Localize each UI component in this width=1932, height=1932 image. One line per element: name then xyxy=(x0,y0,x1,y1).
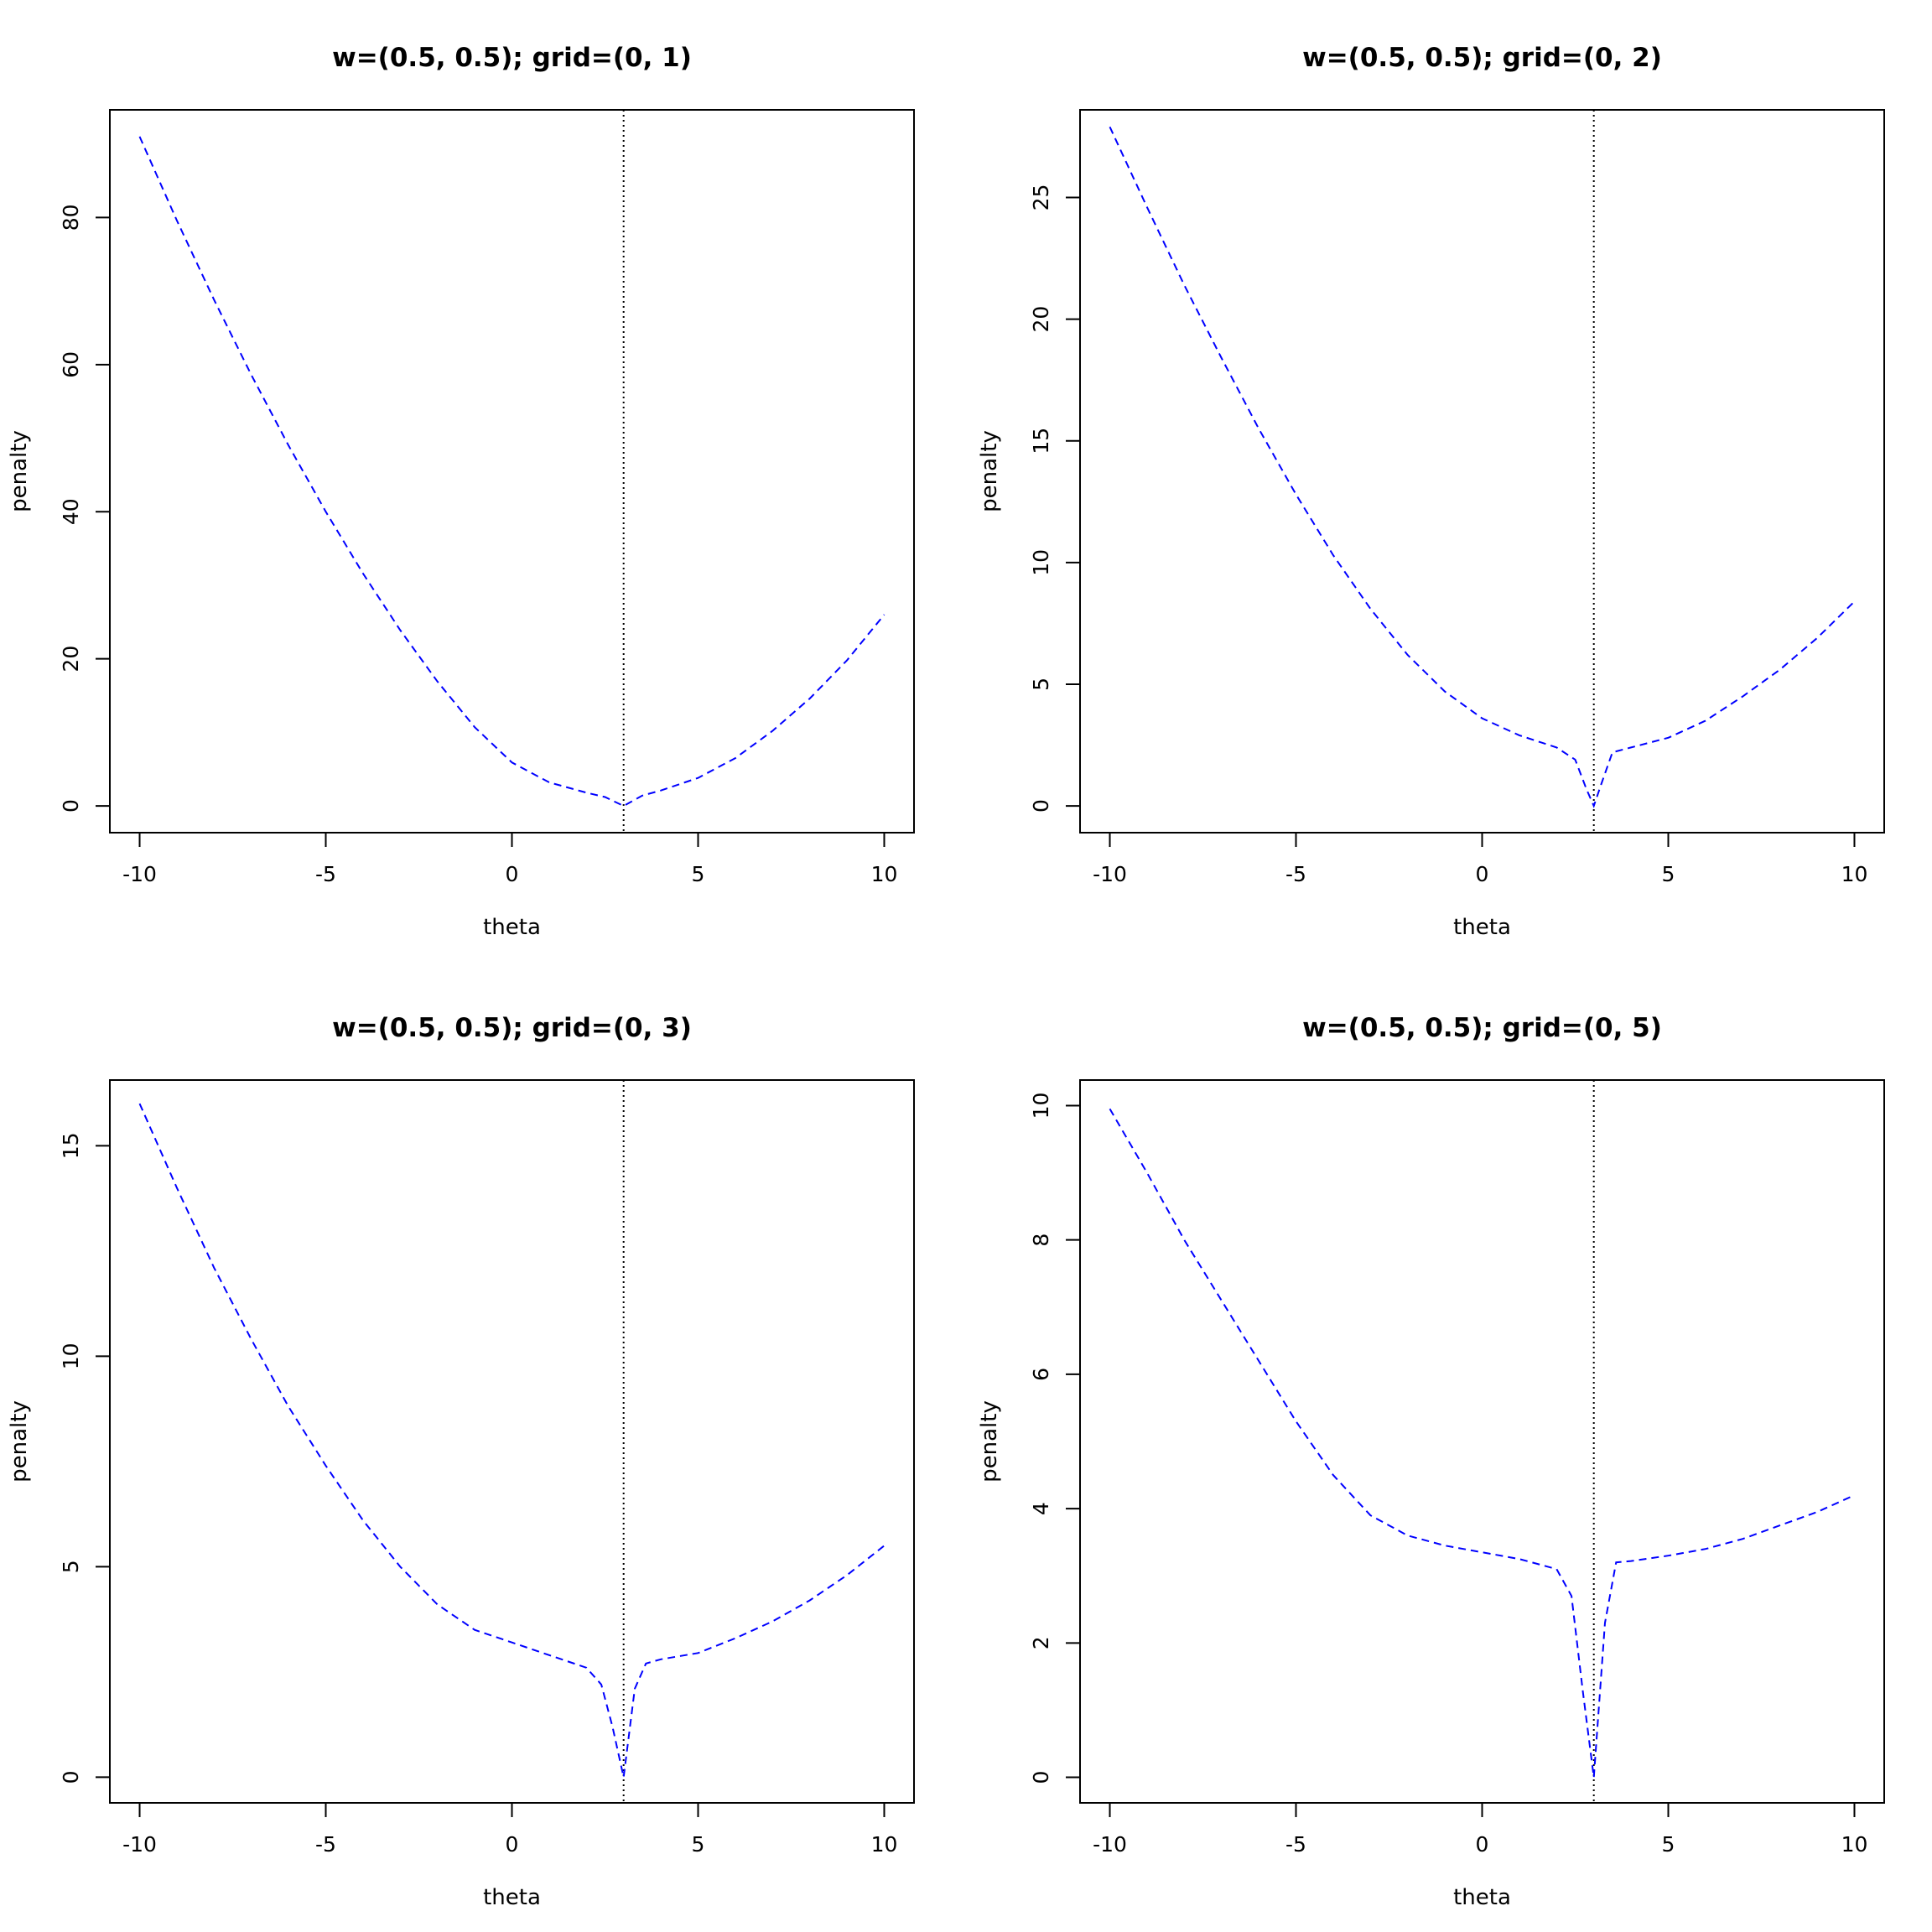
x-tick-label: 10 xyxy=(1841,862,1868,886)
y-tick-label: 20 xyxy=(59,646,83,673)
x-tick-label: -5 xyxy=(315,1832,336,1857)
x-tick-label: 0 xyxy=(506,862,519,886)
x-tick-label: 0 xyxy=(506,1832,519,1857)
x-axis-label: theta xyxy=(483,915,541,940)
y-tick-label: 5 xyxy=(59,1560,83,1573)
x-axis-label: theta xyxy=(1453,1885,1511,1910)
x-axis-label: theta xyxy=(1453,915,1511,940)
x-tick-label: 10 xyxy=(871,862,898,886)
y-axis-label: penalty xyxy=(7,430,32,512)
y-tick-label: 40 xyxy=(59,498,83,525)
panel-4: w=(0.5, 0.5); grid=(0, 5) -10 -5 0 5 10 theta 0… xyxy=(977,1013,1885,1910)
y-tick-label: 10 xyxy=(1029,1093,1053,1119)
x-tick-label: 5 xyxy=(692,862,705,886)
panel-1: w=(0.5, 0.5); grid=(0, 1) -10 -5 0 5 10 theta 0… xyxy=(7,43,915,940)
x-tick-label: -10 xyxy=(1093,862,1127,886)
x-axis-label: theta xyxy=(483,1885,541,1910)
y-axis-label: penalty xyxy=(7,1400,32,1483)
y-tick-label: 2 xyxy=(1029,1636,1053,1649)
x-tick-label: 0 xyxy=(1476,1832,1489,1857)
y-tick-label: 10 xyxy=(59,1343,83,1369)
plot-frame xyxy=(109,109,915,834)
plot-frame xyxy=(109,1079,915,1804)
series-line xyxy=(138,136,886,808)
y-tick-label: 5 xyxy=(1029,678,1053,691)
y-axis-label: penalty xyxy=(977,1400,1002,1483)
panel-3: w=(0.5, 0.5); grid=(0, 3) -10 -5 0 5 10 theta 0… xyxy=(7,1013,915,1910)
x-tick-label: 5 xyxy=(1662,1832,1675,1857)
x-tick-label: 10 xyxy=(1841,1832,1868,1857)
series-line xyxy=(1109,1108,1855,1778)
chart-title: w=(0.5, 0.5); grid=(0, 5) xyxy=(1302,1013,1662,1043)
y-tick-label: 80 xyxy=(59,204,83,231)
x-tick-label: 0 xyxy=(1476,862,1489,886)
y-tick-label: 20 xyxy=(1029,306,1053,333)
chart-title: w=(0.5, 0.5); grid=(0, 1) xyxy=(332,43,692,73)
x-tick-label: -5 xyxy=(1285,1832,1306,1857)
chart-title: w=(0.5, 0.5); grid=(0, 3) xyxy=(332,1013,692,1043)
y-tick-label: 25 xyxy=(1029,184,1053,211)
y-tick-label: 15 xyxy=(1029,428,1053,454)
series-line xyxy=(1109,126,1856,808)
y-tick-label: 0 xyxy=(1029,1771,1053,1784)
y-tick-label: 6 xyxy=(1029,1368,1053,1381)
x-tick-label: 10 xyxy=(871,1832,898,1857)
y-axis-label: penalty xyxy=(977,430,1002,512)
x-tick-label: 5 xyxy=(692,1832,705,1857)
x-tick-label: -5 xyxy=(1285,862,1306,886)
x-tick-label: -10 xyxy=(1093,1832,1127,1857)
y-tick-label: 0 xyxy=(1029,799,1053,813)
y-tick-label: 8 xyxy=(1029,1233,1053,1247)
plot-frame xyxy=(1079,109,1885,834)
y-tick-label: 15 xyxy=(59,1132,83,1159)
series-line xyxy=(138,1103,886,1778)
chart-title: w=(0.5, 0.5); grid=(0, 2) xyxy=(1302,43,1662,73)
y-tick-label: 60 xyxy=(59,351,83,378)
y-tick-label: 10 xyxy=(1029,549,1053,576)
y-tick-label: 0 xyxy=(59,799,83,813)
x-tick-label: 5 xyxy=(1662,862,1675,886)
plot-frame xyxy=(1079,1079,1885,1804)
x-tick-label: -10 xyxy=(122,1832,157,1857)
panel-2: w=(0.5, 0.5); grid=(0, 2) -10 -5 0 5 10 theta 0… xyxy=(977,43,1885,940)
x-tick-label: -10 xyxy=(122,862,157,886)
x-tick-label: -5 xyxy=(315,862,336,886)
y-tick-label: 0 xyxy=(59,1770,83,1784)
y-tick-label: 4 xyxy=(1029,1502,1053,1515)
